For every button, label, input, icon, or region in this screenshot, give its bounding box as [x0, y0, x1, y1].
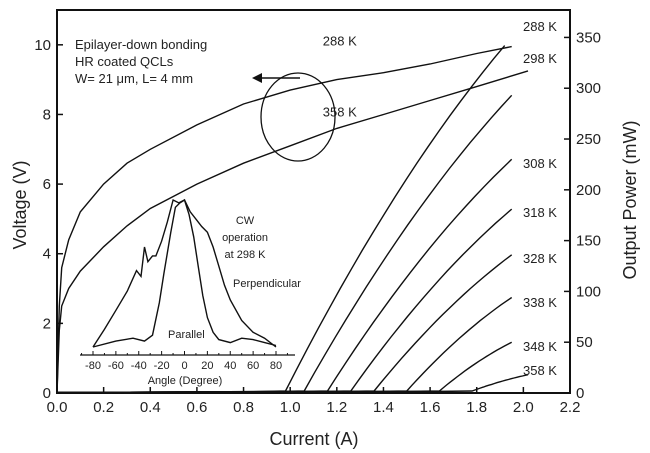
power-label-298k: 298 K [523, 51, 557, 66]
inset-x-tick-label: 60 [247, 360, 259, 372]
y2-axis-label: Output Power (mW) [620, 120, 640, 279]
x-tick-label: 0.8 [233, 399, 254, 416]
inset-x-tick-label: 20 [201, 360, 213, 372]
inset-x-tick-label: 80 [270, 360, 282, 372]
y2-tick-label: 350 [576, 29, 601, 46]
inset-x-tick-label: 40 [224, 360, 236, 372]
inset-x-tick-label: -40 [131, 360, 147, 372]
x-tick-label: 2.0 [513, 399, 534, 416]
power-curve-298k [56, 94, 513, 394]
y-tick-label: 2 [43, 315, 51, 332]
x-tick-label: 1.8 [466, 399, 487, 416]
y-tick-label: 6 [43, 176, 51, 193]
y2-tick-label: 200 [576, 182, 601, 199]
x-tick-label: 1.6 [420, 399, 441, 416]
x-tick-label: 0.2 [93, 399, 114, 416]
x-tick-label: 0.4 [140, 399, 161, 416]
power-label-358k: 358 K [523, 363, 557, 378]
inset-curve-perpendicular [92, 198, 277, 348]
power-curve-348k [56, 341, 513, 394]
x-tick-label: 1.2 [326, 399, 347, 416]
inset-label-parallel: Parallel [168, 329, 205, 341]
power-curve-288k [56, 45, 506, 394]
inset-label-perpendicular: Perpendicular [233, 278, 301, 290]
power-label-328k: 328 K [523, 251, 557, 266]
y2-tick-label: 300 [576, 80, 601, 97]
inset-x-tick-label: -60 [108, 360, 124, 372]
y-tick-label: 10 [34, 37, 51, 54]
x-tick-label: 1.0 [280, 399, 301, 416]
inset-text-3: at 298 K [225, 249, 267, 261]
x-tick-label: 0.6 [186, 399, 207, 416]
inset-text-2: operation [222, 232, 268, 244]
y2-tick-label: 100 [576, 283, 601, 300]
voltage-label-288k: 288 K [323, 33, 357, 48]
power-label-338k: 338 K [523, 295, 557, 310]
power-label-288k: 288 K [523, 19, 557, 34]
y-tick-label: 8 [43, 106, 51, 123]
power-curve-338k [56, 296, 513, 394]
y-tick-label: 0 [43, 385, 51, 402]
plot-area: 0.0 0.2 0.4 0.6 0.8 1.0 1.2 1.4 1.6 1.8 2.0 2.20246… [34, 9, 601, 416]
power-curve-328k [56, 254, 513, 394]
arrow-left-icon [252, 73, 262, 83]
power-curve-308k [56, 158, 513, 394]
voltage-curve-288k [56, 45, 512, 394]
power-label-308k: 308 K [523, 156, 557, 171]
power-label-348k: 348 K [523, 339, 557, 354]
annotation-line-3: W= 21 μm, L= 4 mm [75, 71, 193, 86]
power-label-318k: 318 K [523, 205, 557, 220]
x-tick-label: 0.0 [47, 399, 68, 416]
y2-tick-label: 50 [576, 334, 593, 351]
annotation-line-2: HR coated QCLs [75, 54, 174, 69]
inset-x-label: Angle (Degree) [148, 375, 223, 387]
y2-tick-label: 150 [576, 233, 601, 250]
y2-tick-label: 250 [576, 131, 601, 148]
voltage-group-circle [260, 72, 336, 162]
power-curve-318k [56, 208, 513, 394]
y-axis-label: Voltage (V) [10, 160, 30, 249]
inset-curve-parallel [92, 198, 277, 348]
voltage-label-358k: 358 K [323, 104, 357, 119]
power-curve-358k [56, 374, 529, 394]
x-tick-label: 1.4 [373, 399, 394, 416]
inset-x-tick-label: -20 [154, 360, 170, 372]
plot-frame [56, 9, 571, 394]
voltage-curve-358k [56, 70, 529, 394]
annotation-line-1: Epilayer-down bonding [75, 37, 207, 52]
y2-tick-label: 0 [576, 385, 584, 402]
inset-x-tick-label: 0 [181, 360, 187, 372]
x-axis-label: Current (A) [269, 429, 358, 449]
inset-x-tick-label: -80 [85, 360, 101, 372]
inset-text-1: CW [236, 215, 255, 227]
y-tick-label: 4 [43, 246, 51, 263]
x-tick-label: 2.2 [560, 399, 581, 416]
